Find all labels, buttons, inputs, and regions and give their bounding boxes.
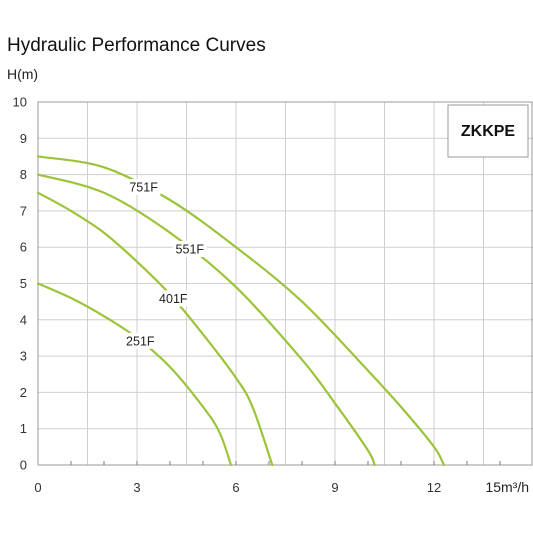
series-label-401F: 401F [159,292,188,306]
x-tick-label: 0 [34,480,41,495]
series-label-bg [126,178,161,195]
series-curve-251F [36,282,233,467]
x-tick-label: 12 [427,480,441,495]
series-label-bg [172,241,207,258]
brand-box: ZKKPE [447,104,529,158]
y-tick-label: 2 [20,385,27,400]
x-tick-label: 3 [133,480,140,495]
y-tick-label: 10 [13,95,27,110]
series-curve-401F [36,191,274,467]
chart-title: Hydraulic Performance Curves [7,35,266,56]
series-curve-551F [36,173,376,467]
series-label-551F: 551F [176,243,205,257]
y-tick-label: 3 [20,349,27,364]
y-tick-label: 9 [20,131,27,146]
series-label-751F: 751F [129,180,158,194]
y-tick-label: 1 [20,421,27,436]
series-label-251F: 251F [126,334,155,348]
series-label-bg [123,332,158,349]
series-curves [36,155,445,467]
x-tick-label: 6 [232,480,239,495]
brand-box-frame [447,104,529,158]
series-label-bg [156,290,191,307]
series-curve-751F [36,155,445,467]
y-tick-label: 5 [20,276,27,291]
y-tick-label: 0 [20,458,27,473]
y-tick-label: 6 [20,240,27,255]
series-labels: 751F 551F 401F 251F [123,178,207,349]
y-axis-ticks: 0 1 2 3 4 5 6 7 8 9 10 [13,95,27,473]
x-tick-label: 9 [331,480,338,495]
y-axis-label: H(m) [7,66,38,82]
y-tick-label: 7 [20,203,27,218]
brand-label: ZKKPE [461,123,516,140]
x-axis-ticks: 0 3 6 9 12 [34,461,501,495]
grid-lines [38,102,533,465]
y-tick-label: 4 [20,312,27,327]
y-tick-label: 8 [20,167,27,182]
x-axis-label: 15m³/h [485,479,529,495]
